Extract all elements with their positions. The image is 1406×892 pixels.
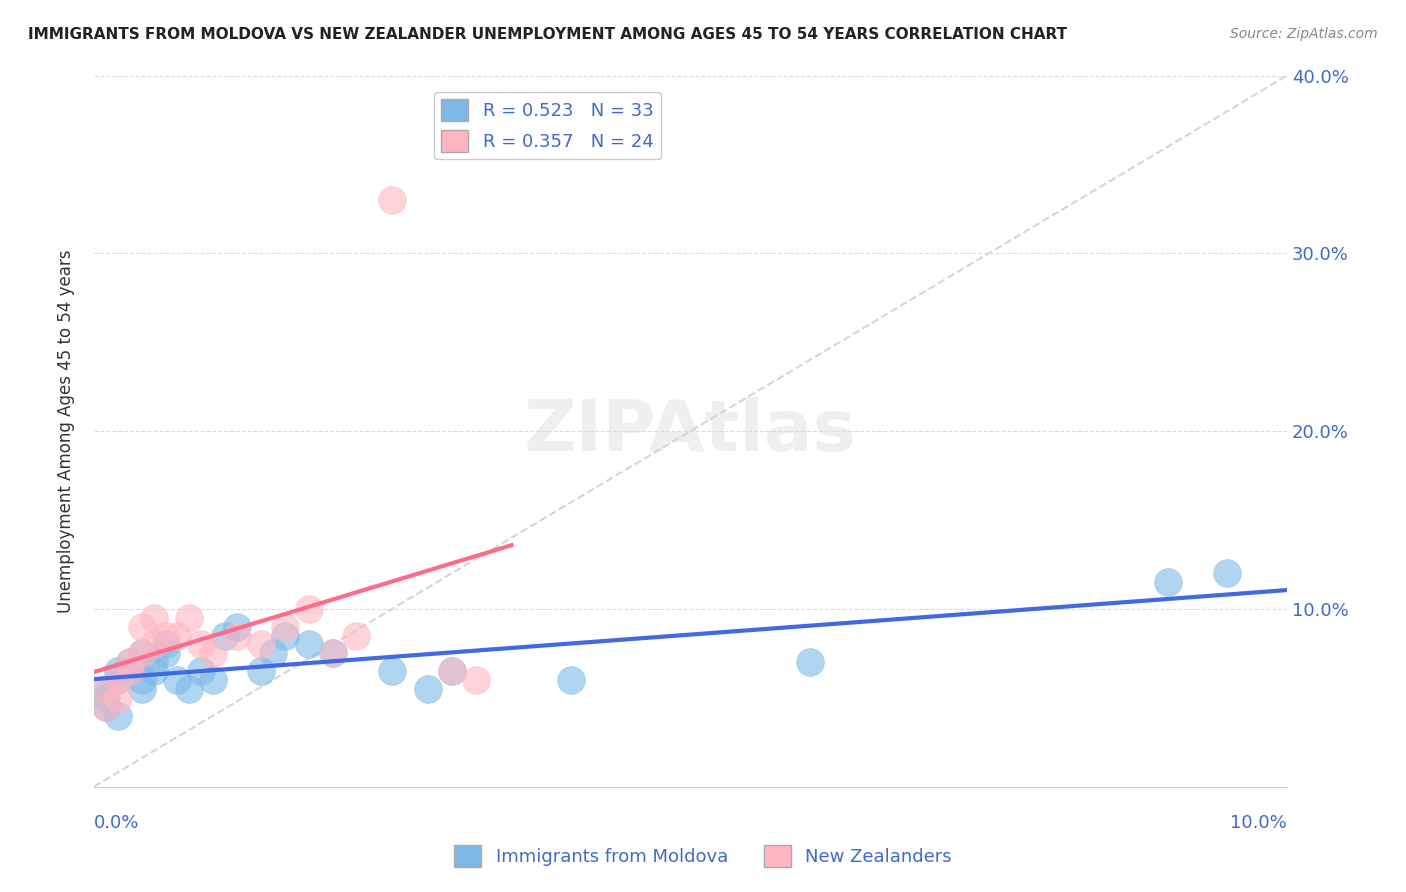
Point — [298, 637, 321, 651]
Point — [322, 646, 344, 660]
Point — [94, 681, 117, 696]
Point — [202, 646, 225, 660]
Legend: Immigrants from Moldova, New Zealanders: Immigrants from Moldova, New Zealanders — [447, 838, 959, 874]
Point — [107, 690, 129, 705]
Text: ZIPAtlas: ZIPAtlas — [524, 397, 856, 466]
Point — [142, 655, 165, 669]
Point — [94, 699, 117, 714]
Point — [250, 664, 273, 678]
Point — [166, 673, 188, 687]
Point — [179, 681, 201, 696]
Point — [190, 664, 212, 678]
Point — [381, 193, 404, 207]
Point — [226, 628, 249, 642]
Point — [131, 619, 153, 633]
Point — [118, 664, 141, 678]
Point — [274, 619, 297, 633]
Point — [155, 628, 177, 642]
Point — [226, 619, 249, 633]
Point — [118, 664, 141, 678]
Point — [131, 673, 153, 687]
Point — [107, 708, 129, 723]
Point — [440, 664, 463, 678]
Point — [190, 637, 212, 651]
Point — [131, 646, 153, 660]
Point — [94, 699, 117, 714]
Point — [179, 611, 201, 625]
Y-axis label: Unemployment Among Ages 45 to 54 years: Unemployment Among Ages 45 to 54 years — [58, 250, 75, 613]
Point — [262, 646, 284, 660]
Point — [464, 673, 486, 687]
Point — [799, 655, 821, 669]
Point — [131, 681, 153, 696]
Point — [107, 664, 129, 678]
Text: 0.0%: 0.0% — [94, 814, 139, 832]
Point — [381, 664, 404, 678]
Point — [1157, 575, 1180, 590]
Point — [94, 690, 117, 705]
Point — [107, 673, 129, 687]
Point — [560, 673, 582, 687]
Point — [142, 611, 165, 625]
Point — [250, 637, 273, 651]
Point — [142, 664, 165, 678]
Point — [416, 681, 439, 696]
Text: 10.0%: 10.0% — [1230, 814, 1286, 832]
Point — [346, 628, 368, 642]
Text: Source: ZipAtlas.com: Source: ZipAtlas.com — [1230, 27, 1378, 41]
Point — [142, 637, 165, 651]
Legend: R = 0.523   N = 33, R = 0.357   N = 24: R = 0.523 N = 33, R = 0.357 N = 24 — [434, 92, 661, 159]
Point — [274, 628, 297, 642]
Point — [298, 602, 321, 616]
Point — [1216, 566, 1239, 581]
Point — [214, 628, 236, 642]
Text: IMMIGRANTS FROM MOLDOVA VS NEW ZEALANDER UNEMPLOYMENT AMONG AGES 45 TO 54 YEARS : IMMIGRANTS FROM MOLDOVA VS NEW ZEALANDER… — [28, 27, 1067, 42]
Point — [155, 646, 177, 660]
Point — [166, 628, 188, 642]
Point — [94, 681, 117, 696]
Point — [155, 637, 177, 651]
Point — [131, 646, 153, 660]
Point — [322, 646, 344, 660]
Point — [118, 655, 141, 669]
Point — [107, 673, 129, 687]
Point — [440, 664, 463, 678]
Point — [202, 673, 225, 687]
Point — [118, 655, 141, 669]
